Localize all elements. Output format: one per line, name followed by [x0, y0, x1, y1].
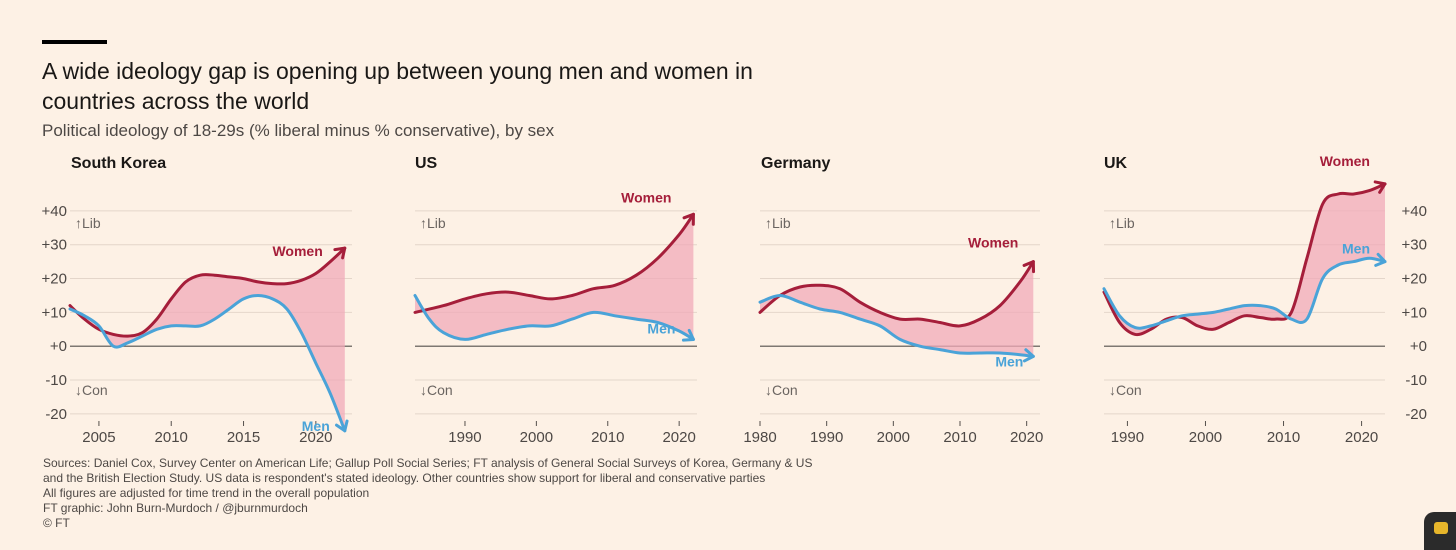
y-tick-label: -10: [45, 372, 67, 389]
con-label: ↓Con: [765, 382, 798, 398]
men-series-label: Men: [1342, 241, 1370, 257]
panel-germany: ↑Lib ↓Con 1980 1990 2000 2010 2020 Women Men: [743, 210, 1043, 446]
footer-sources-2: and the British Election Study. US data …: [43, 471, 766, 485]
women-arrowhead: [333, 246, 347, 260]
con-label: ↓Con: [420, 382, 453, 398]
women-line: [413, 212, 695, 314]
con-label: ↓Con: [1109, 382, 1142, 398]
y-tick-label: +30: [42, 237, 67, 254]
men-line: [1102, 256, 1387, 330]
x-tick-label: 2010: [1267, 429, 1300, 446]
gap-area: [760, 261, 1034, 357]
chart-title: A wide ideology gap is opening up betwee…: [42, 58, 753, 114]
y-tick-label: -10: [1405, 372, 1427, 389]
y-tick-label: +20: [42, 271, 67, 288]
panel-south-korea: -20 -10 +0 +10 +20 +30 +40 ↑Lib ↓Con 2005 2010 2015…: [42, 203, 352, 446]
lib-label: ↑Lib: [75, 215, 101, 231]
con-label: ↓Con: [75, 382, 108, 398]
x-tick-label: 2000: [1189, 429, 1222, 446]
x-tick-label: 2020: [1345, 429, 1378, 446]
charts-svg: -20 -10 +0 +10 +20 +30 +40 ↑Lib ↓Con 2005 2010 2015…: [42, 153, 1427, 446]
footer-sources: Sources: Daniel Cox, Survey Center on Am…: [43, 456, 813, 470]
panel-title-us: US: [415, 155, 438, 172]
x-tick-label: 1990: [810, 429, 843, 446]
y-tick-label: +10: [1402, 304, 1427, 321]
gap-area: [70, 248, 345, 431]
y-tick-label: +40: [42, 203, 67, 220]
men-line: [413, 294, 695, 341]
men-arrowhead: [1022, 348, 1035, 363]
footer-copyright: © FT: [43, 516, 70, 530]
y-tick-label: +10: [42, 304, 67, 321]
x-tick-label: 2020: [299, 429, 332, 446]
women-series-label: Women: [968, 235, 1018, 251]
panel-uk: -20 -10 +0 +10 +20 +30 +40 ↑Lib ↓Con 1990 2000 2010…: [1102, 153, 1427, 446]
men-series-label: Men: [647, 320, 675, 336]
x-tick-label: 2010: [943, 429, 976, 446]
x-tick-label: 2005: [82, 429, 115, 446]
lib-label: ↑Lib: [765, 215, 791, 231]
gap-area: [415, 214, 694, 340]
men-arrowhead: [1374, 252, 1387, 267]
x-tick-label: 1990: [1111, 429, 1144, 446]
panel-title-south-korea: South Korea: [71, 155, 167, 172]
lib-label: ↑Lib: [1109, 215, 1135, 231]
men-series-label: Men: [995, 353, 1023, 369]
women-series-label: Women: [272, 243, 322, 259]
men-series-label: Men: [302, 418, 330, 434]
y-tick-label: -20: [45, 406, 67, 423]
y-tick-label: +0: [50, 338, 67, 355]
panel-us: ↑Lib ↓Con 1990 2000 2010 2020 Women Men: [413, 189, 697, 446]
women-arrowhead: [682, 212, 695, 226]
x-tick-label: 1980: [743, 429, 776, 446]
x-tick-label: 2020: [662, 429, 695, 446]
men-line: [758, 294, 1035, 358]
footer-credit: FT graphic: John Burn-Murdoch / @jburnmu…: [43, 501, 308, 515]
footer: Sources: Daniel Cox, Survey Center on Am…: [43, 456, 812, 531]
women-series-label: Women: [621, 189, 671, 205]
y-tick-label: +20: [1402, 271, 1427, 288]
x-tick-label: 2010: [591, 429, 624, 446]
panel-title-germany: Germany: [761, 155, 831, 172]
title-bar-accent: [42, 40, 107, 44]
x-tick-label: 2000: [877, 429, 910, 446]
women-line: [68, 246, 347, 338]
men-line: [68, 294, 347, 433]
footer-note: All figures are adjusted for time trend …: [43, 486, 370, 500]
y-tick-label: +40: [1402, 203, 1427, 220]
women-arrowhead: [1373, 180, 1387, 194]
women-line: [758, 260, 1035, 328]
y-tick-label: +30: [1402, 237, 1427, 254]
x-tick-label: 2000: [520, 429, 553, 446]
lock-icon: [1424, 512, 1456, 550]
men-arrowhead: [681, 328, 695, 342]
lib-label: ↑Lib: [420, 215, 446, 231]
women-series-label: Women: [1320, 153, 1370, 169]
chart-subtitle: Political ideology of 18-29s (% liberal …: [42, 121, 555, 140]
x-tick-label: 2020: [1010, 429, 1043, 446]
y-tick-label: -20: [1405, 406, 1427, 423]
y-tick-label: +0: [1410, 338, 1427, 355]
women-line: [1102, 182, 1387, 337]
panel-title-uk: UK: [1104, 155, 1128, 172]
x-tick-label: 2015: [227, 429, 260, 446]
x-tick-label: 1990: [448, 429, 481, 446]
x-tick-label: 2010: [155, 429, 188, 446]
men-arrowhead: [335, 419, 349, 433]
women-arrowhead: [1022, 260, 1036, 274]
